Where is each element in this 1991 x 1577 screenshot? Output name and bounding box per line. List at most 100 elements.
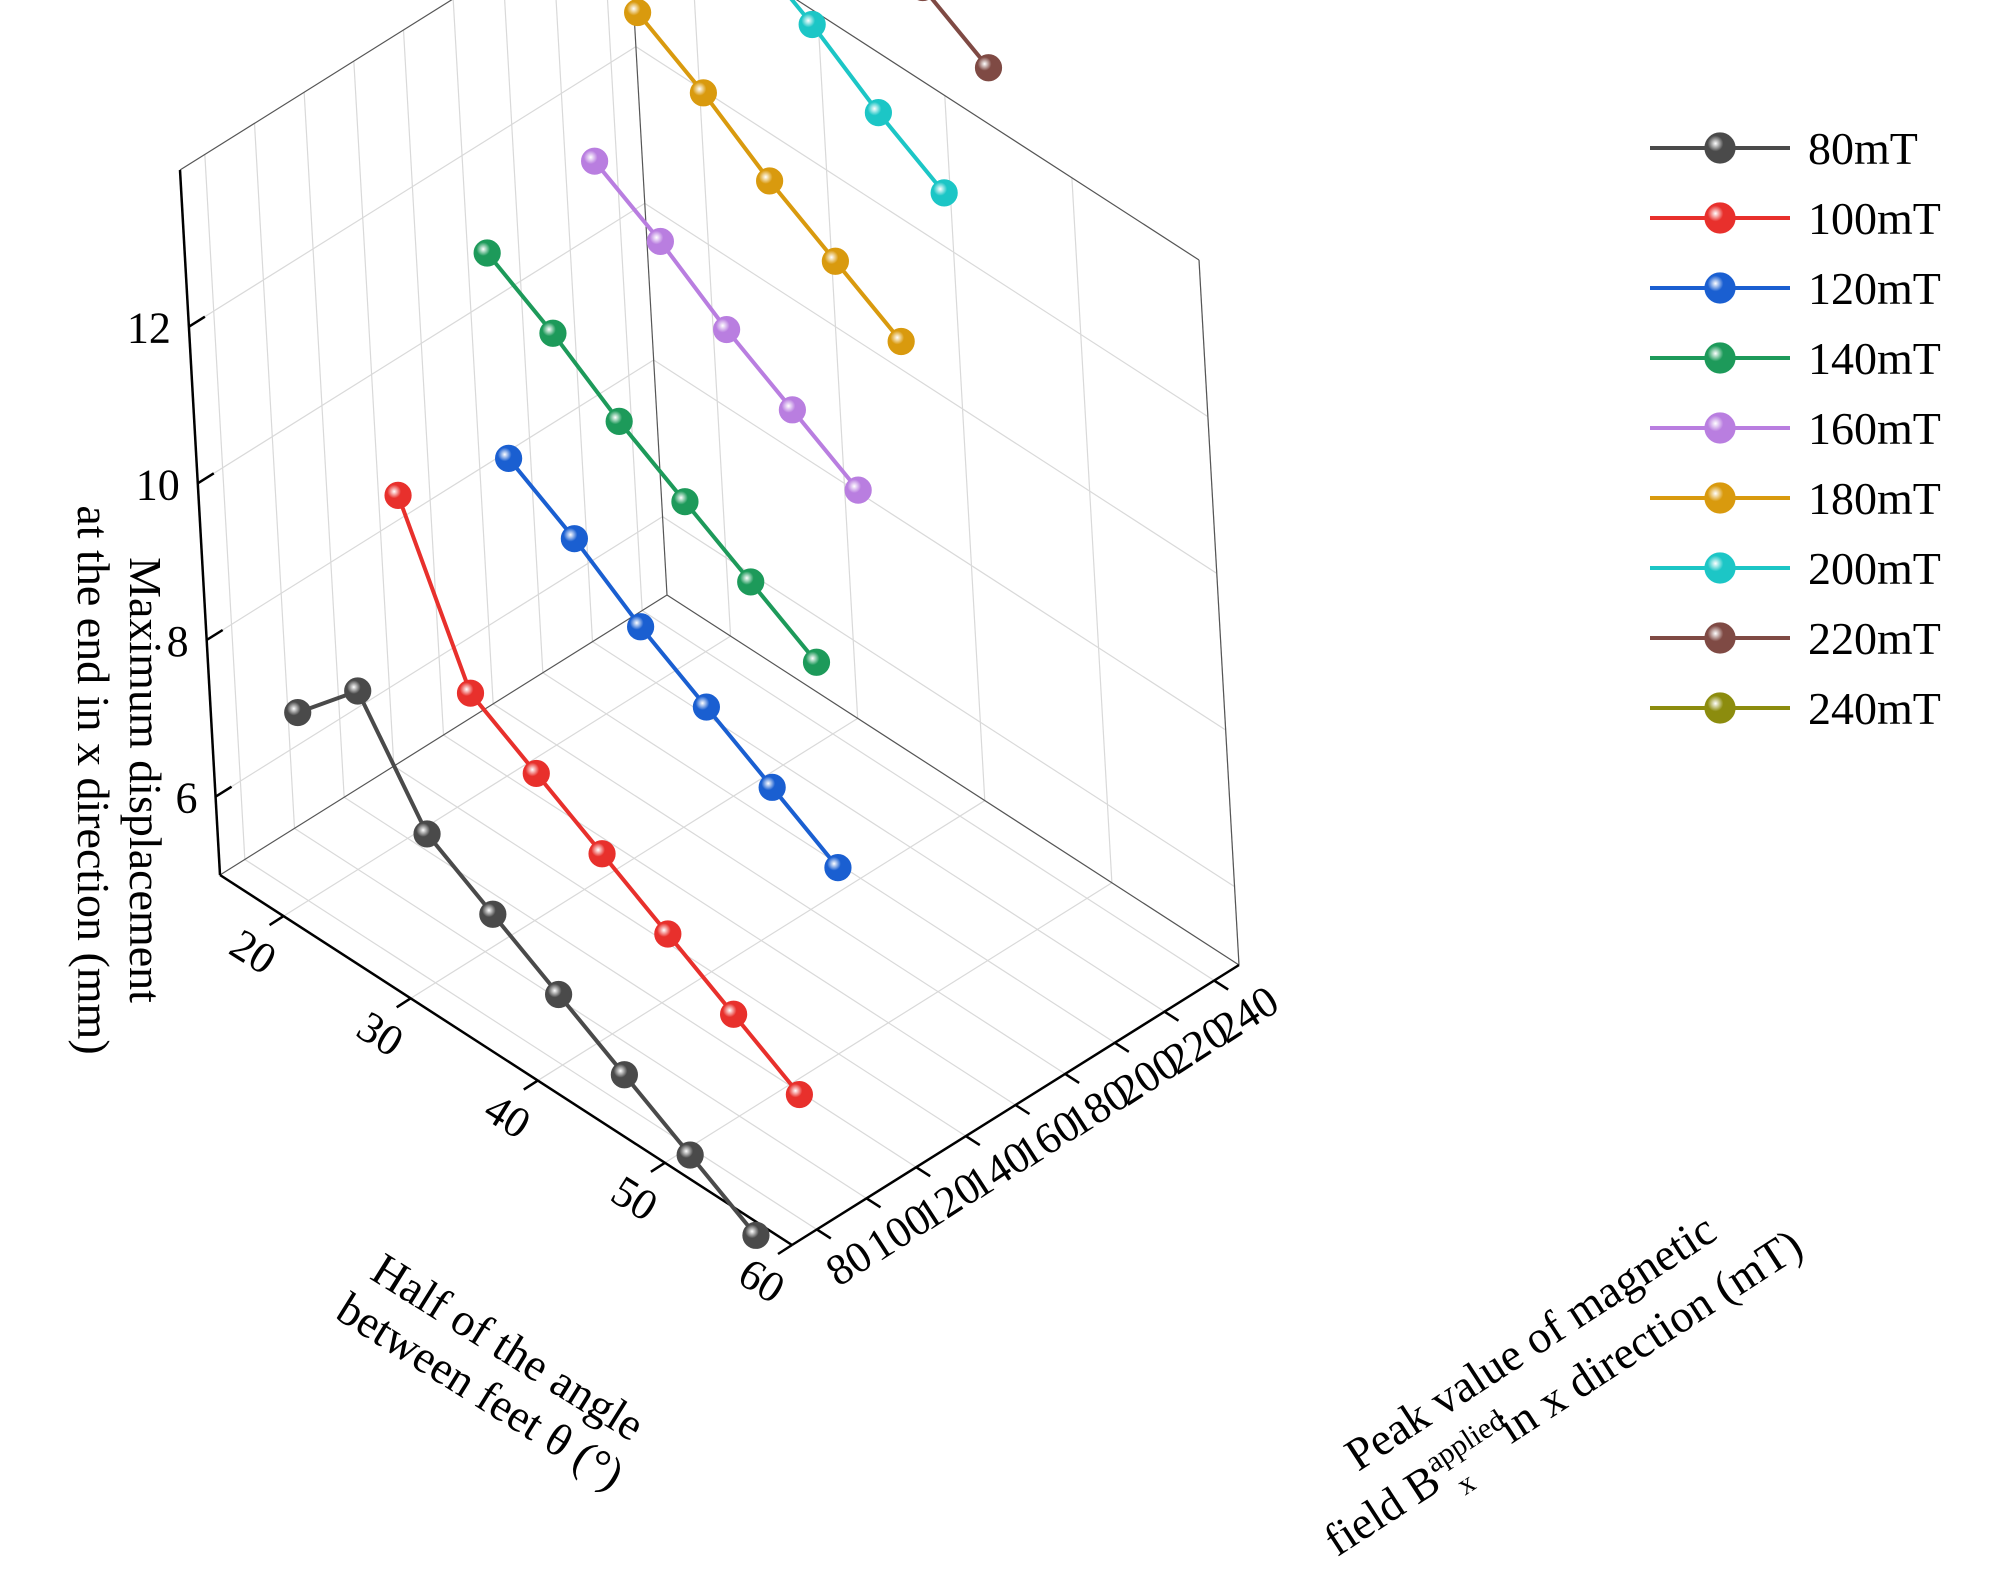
x-tick-mark	[395, 997, 412, 1009]
x-tick-label: 50	[603, 1166, 666, 1231]
series-point	[778, 396, 806, 424]
frame-top-left	[179, 0, 453, 171]
series-point	[627, 613, 655, 641]
series-line	[297, 688, 758, 1237]
legend-item: 180mT	[1650, 473, 1941, 524]
legend-marker	[1704, 482, 1736, 514]
series-point	[413, 820, 441, 848]
legend-label: 100mT	[1808, 193, 1941, 244]
series-point	[560, 525, 588, 553]
series-point	[539, 319, 567, 347]
y-tick-mark	[865, 1197, 882, 1209]
legend-marker	[1704, 132, 1736, 164]
gridline-back-x	[693, 0, 732, 637]
series-220mT	[917, 0, 1003, 82]
grid-layer	[188, 0, 1240, 1246]
legend-label: 80mT	[1808, 123, 1918, 174]
z-tick-label: 12	[127, 304, 171, 353]
series-point	[456, 679, 485, 707]
x-tick-mark	[523, 1079, 539, 1091]
series-point	[588, 840, 616, 868]
series-point	[671, 488, 699, 516]
frame-floor-back	[666, 594, 1240, 966]
series-line	[930, 0, 991, 70]
gridline-left-y	[303, 92, 345, 798]
gridline-left-y	[555, 0, 594, 642]
legend-marker	[1704, 342, 1736, 374]
series-point	[887, 327, 915, 356]
z-tick-label: 8	[167, 617, 189, 666]
series-layer	[284, 0, 1003, 1249]
legend-label: 200mT	[1808, 543, 1941, 594]
series-point	[646, 227, 674, 256]
series-point	[802, 648, 831, 676]
series-140mT	[473, 239, 831, 676]
legend-label: 220mT	[1808, 613, 1941, 664]
series-point	[844, 476, 872, 504]
series-point	[624, 0, 652, 27]
legend-item: 240mT	[1650, 683, 1941, 734]
series-point	[785, 1080, 813, 1109]
z-axis-title-line1: Maximum displacement	[120, 557, 171, 1003]
legend-item: 120mT	[1650, 263, 1941, 314]
gridline-floor-y	[641, 610, 1215, 982]
series-point	[654, 920, 682, 948]
legend-item: 140mT	[1650, 333, 1941, 384]
gridline-floor-y	[244, 858, 818, 1230]
series-point	[344, 677, 372, 705]
legend-marker	[1704, 622, 1736, 654]
legend-marker	[1704, 202, 1736, 234]
frame-top-back	[795, 0, 1200, 261]
legend-item: 220mT	[1650, 613, 1941, 664]
x-tick-mark	[268, 915, 285, 927]
gridline-back-z	[635, 46, 1209, 418]
series-point	[864, 99, 892, 127]
series-point	[692, 693, 720, 721]
x-axis-title: Half of the angle between feet θ (°)	[328, 1243, 653, 1499]
legend-label: 240mT	[1808, 683, 1941, 734]
series-point	[581, 147, 609, 175]
series-point	[284, 698, 312, 727]
x-axis-line	[219, 873, 793, 1247]
y-tick-mark	[1114, 1041, 1130, 1053]
gridline-floor-y	[492, 703, 1066, 1075]
series-point	[676, 1141, 704, 1169]
gridline-left-y	[452, 0, 494, 704]
series-point	[605, 407, 633, 435]
series-point	[720, 1000, 748, 1028]
series-point	[824, 854, 852, 882]
x-tick-label: 20	[222, 919, 285, 984]
frame-layer	[178, 0, 1240, 1247]
y-tick-mark	[816, 1228, 832, 1240]
z-tick-mark	[188, 315, 206, 328]
gridline-floor-y	[592, 641, 1165, 1013]
legend: 80mT 100mT 120mT 140mT 160mT 180mT 200mT 220mT 2…	[1650, 123, 1941, 734]
z-tick-mark	[206, 628, 224, 642]
series-point	[798, 10, 826, 39]
series-160mT	[581, 147, 872, 504]
z-tick-mark	[197, 472, 215, 485]
gridline-floor-y	[443, 734, 1016, 1106]
x-tick-label: 30	[349, 1002, 412, 1067]
series-point	[974, 54, 1003, 82]
legend-marker	[1704, 692, 1736, 724]
series-point	[689, 79, 717, 107]
z-tick-label: 10	[136, 460, 180, 509]
gridline-back-z	[653, 359, 1226, 731]
series-point	[522, 759, 550, 788]
y-tick-mark	[1014, 1103, 1031, 1116]
gridline-left-y	[606, 0, 643, 611]
y-tick-mark	[915, 1166, 931, 1178]
series-80mT	[284, 677, 770, 1249]
legend-label: 160mT	[1808, 403, 1941, 454]
z-tick-label: 6	[176, 774, 198, 823]
gridline-left-y	[504, 0, 544, 673]
y-axis-title: Peak value of magnetic field Bappliedx i…	[1315, 1203, 1811, 1565]
series-200mT	[789, 0, 958, 207]
series-line	[507, 457, 840, 869]
y-axis-title-sub: x	[1451, 1466, 1482, 1502]
gridline-back-x	[1071, 177, 1113, 883]
frame-right-vertical	[1198, 259, 1240, 966]
legend-marker	[1704, 272, 1736, 304]
gridline-left-y	[204, 154, 246, 860]
